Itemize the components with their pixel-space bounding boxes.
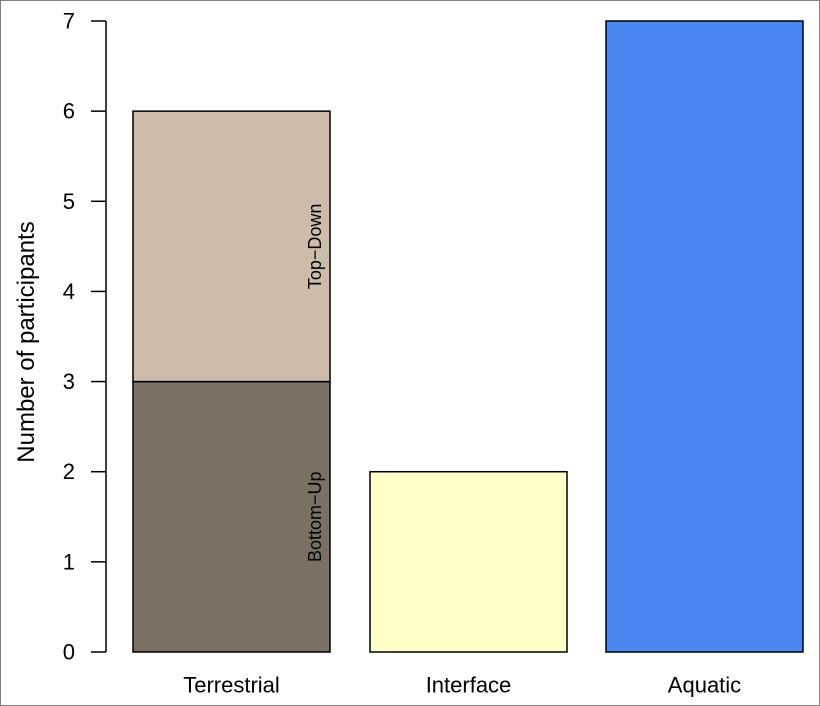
bars-group: Bottom−Up Top−Down xyxy=(132,20,804,653)
bar-interface-0 xyxy=(369,470,568,653)
bar-terrestrial-0 xyxy=(132,380,331,653)
y-tick-label-2: 2 xyxy=(63,459,75,484)
x-tick-label-aquatic: Aquatic xyxy=(668,673,741,698)
segment-label-0: Bottom−Up xyxy=(305,472,325,563)
y-tick-label-6: 6 xyxy=(63,99,75,124)
bar-terrestrial-1 xyxy=(132,110,331,383)
y-axis-label: Number of participants xyxy=(13,221,40,462)
y-tick-label-0: 0 xyxy=(63,640,75,665)
y-tick-label-3: 3 xyxy=(63,369,75,394)
y-tick-label-4: 4 xyxy=(63,279,75,304)
bar-aquatic-0 xyxy=(605,20,804,653)
x-tick-label-interface: Interface xyxy=(426,673,512,698)
segment-label-1: Top−Down xyxy=(305,204,325,290)
y-tick-label-5: 5 xyxy=(63,189,75,214)
y-tick-label-1: 1 xyxy=(63,549,75,574)
x-axis: Terrestrial Interface Aquatic xyxy=(183,673,741,698)
y-tick-label-7: 7 xyxy=(63,9,75,34)
y-axis: 0 1 2 3 4 5 6 7 xyxy=(63,9,107,665)
x-tick-label-terrestrial: Terrestrial xyxy=(183,673,280,698)
